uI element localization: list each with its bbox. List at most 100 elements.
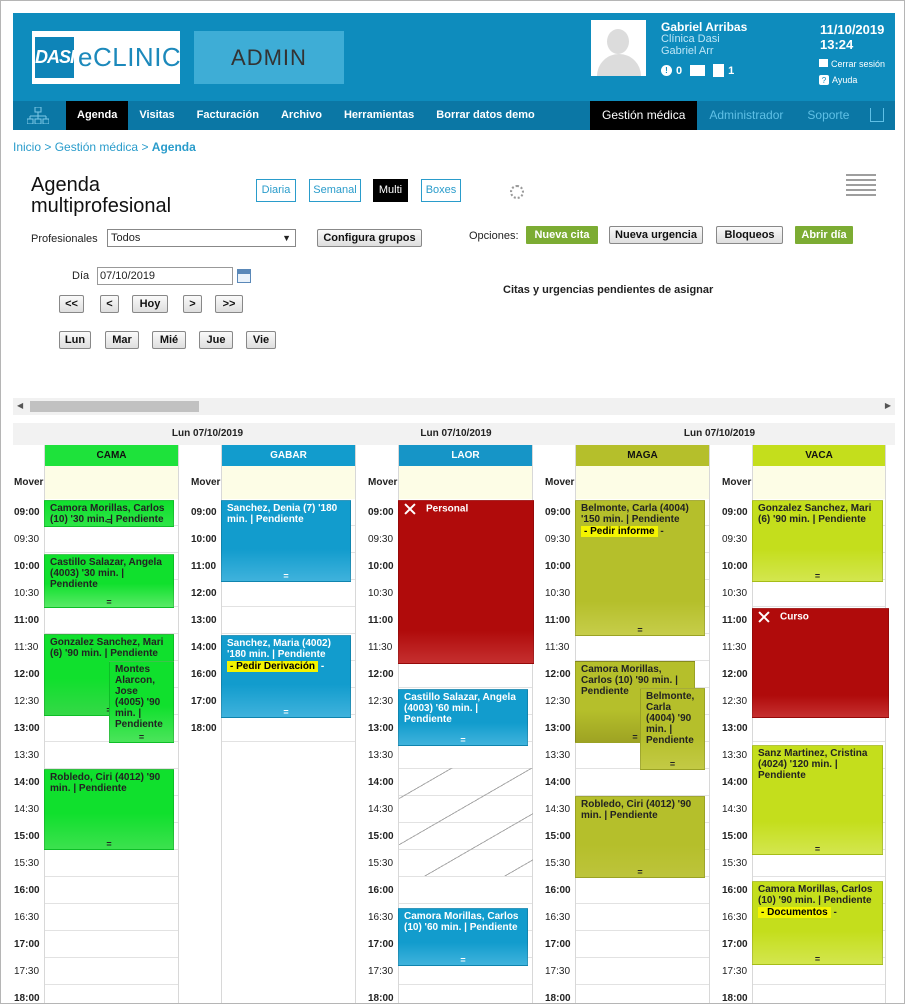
appointment-maga-1[interactable]: Belmonte, Carla (4004) '150 min. | Pendi…	[575, 500, 705, 636]
next-day-button[interactable]: >	[183, 295, 202, 313]
time-slot[interactable]	[45, 877, 178, 904]
help-link[interactable]: ? Ayuda	[819, 72, 885, 88]
blocked-curso[interactable]: Curso	[752, 608, 889, 718]
mover-drop-zone[interactable]	[45, 466, 178, 499]
scroll-left-arrow-icon[interactable]: ◀	[17, 401, 24, 410]
breadcrumb-gestion-medica[interactable]: Gestión médica	[54, 140, 139, 154]
time-slot[interactable]	[576, 985, 709, 1003]
close-icon[interactable]	[404, 503, 416, 515]
abrir-dia-button[interactable]: Abrir día	[795, 226, 853, 244]
appointment-gabar-2[interactable]: Sanchez, Maria (4002) '180 min. | Pendie…	[221, 635, 351, 718]
laor-slots[interactable]: LAOR	[398, 445, 533, 1003]
nav-agenda[interactable]: Agenda	[66, 101, 129, 130]
profesionales-select[interactable]: Todos ▼	[107, 229, 296, 247]
time-slot[interactable]	[45, 931, 178, 958]
nav-soporte[interactable]: Soporte	[807, 108, 850, 122]
professional-header-gabar[interactable]: GABAR	[222, 445, 355, 466]
nav-herramientas[interactable]: Herramientas	[343, 109, 415, 121]
bloqueos-button[interactable]: Bloqueos	[716, 226, 783, 244]
appointment-resize-handle[interactable]: =	[106, 597, 112, 607]
appointment-vaca-1[interactable]: Gonzalez Sanchez, Mari (6) '90 min. | Pe…	[752, 500, 883, 582]
time-slot[interactable]	[576, 769, 709, 796]
appointment-vaca-2[interactable]: Sanz Martinez, Cristina (4024) '120 min.…	[752, 745, 883, 855]
appointment-laor-2[interactable]: Camora Morillas, Carlos (10) '60 min. | …	[398, 908, 528, 966]
appointment-resize-handle[interactable]: =	[814, 954, 821, 964]
appointment-resize-handle[interactable]: =	[814, 571, 821, 581]
time-slot[interactable]	[222, 580, 355, 607]
time-slot[interactable]	[576, 634, 709, 661]
appointment-cama-4[interactable]: Montes Alarcon, Jose (4005) '90 min. | P…	[109, 661, 174, 743]
calendar-icon[interactable]	[237, 269, 251, 283]
close-icon[interactable]	[758, 611, 770, 623]
nav-gestion-medica[interactable]: Gestión médica	[590, 101, 698, 130]
time-slot[interactable]	[45, 607, 178, 634]
appointment-cama-2[interactable]: Castillo Salazar, Angela (4003) '30 min.…	[44, 554, 174, 608]
document-icon[interactable]	[713, 64, 725, 77]
appointment-resize-handle[interactable]: =	[460, 955, 466, 965]
weekday-jue-button[interactable]: Jue	[199, 331, 233, 349]
view-semanal-button[interactable]: Semanal	[309, 179, 361, 202]
appointment-resize-handle[interactable]: =	[632, 732, 638, 742]
mover-drop-zone[interactable]	[753, 466, 885, 499]
logout-link[interactable]: Cerrar sesión	[819, 56, 885, 72]
time-slot[interactable]	[45, 985, 178, 1003]
nueva-urgencia-button[interactable]: Nueva urgencia	[609, 226, 703, 244]
nav-visitas[interactable]: Visitas	[139, 109, 175, 121]
time-slot[interactable]	[576, 877, 709, 904]
time-slot[interactable]	[45, 904, 178, 931]
view-diaria-button[interactable]: Diaria	[256, 179, 296, 202]
horizontal-scrollbar[interactable]: ◀ ▶	[13, 398, 895, 415]
nav-administrador[interactable]: Administrador	[709, 108, 784, 122]
time-slot[interactable]	[753, 850, 885, 877]
professional-header-laor[interactable]: LAOR	[399, 445, 532, 466]
alert-icon[interactable]: !	[661, 65, 672, 76]
blocked-personal[interactable]: Personal	[398, 500, 534, 664]
breadcrumb-inicio[interactable]: Inicio	[13, 140, 42, 154]
mover-drop-zone[interactable]	[399, 466, 532, 499]
sitemap-icon[interactable]	[27, 107, 49, 124]
appointment-resize-handle[interactable]: =	[283, 707, 289, 717]
configura-grupos-button[interactable]: Configura grupos	[317, 229, 422, 247]
list-menu-icon[interactable]	[846, 174, 876, 200]
time-slot[interactable]	[399, 850, 532, 877]
time-slot[interactable]	[576, 904, 709, 931]
time-slot[interactable]	[45, 850, 178, 877]
scroll-right-arrow-icon[interactable]: ▶	[884, 401, 891, 410]
mover-drop-zone[interactable]	[222, 466, 355, 499]
appointment-laor-1[interactable]: Castillo Salazar, Angela (4003) '60 min.…	[398, 689, 528, 746]
dia-input[interactable]: 07/10/2019	[97, 267, 233, 285]
appointment-vaca-3[interactable]: Camora Morillas, Carlos (10) '90 min. | …	[752, 881, 883, 965]
weekday-mar-button[interactable]: Mar	[105, 331, 139, 349]
time-slot[interactable]	[45, 742, 178, 769]
view-boxes-button[interactable]: Boxes	[421, 179, 461, 202]
professional-header-maga[interactable]: MAGA	[576, 445, 709, 466]
today-button[interactable]: Hoy	[132, 295, 168, 313]
next-week-button[interactable]: >>	[215, 295, 243, 313]
time-slot[interactable]	[399, 742, 532, 769]
prev-day-button[interactable]: <	[100, 295, 119, 313]
time-slot[interactable]	[576, 958, 709, 985]
appointment-resize-handle[interactable]: =	[637, 867, 643, 877]
appointment-resize-handle[interactable]: =	[283, 571, 289, 581]
time-slot[interactable]	[399, 661, 532, 688]
home-icon[interactable]	[870, 108, 884, 122]
time-slot[interactable]	[753, 715, 885, 742]
time-slot[interactable]	[753, 958, 885, 985]
appointment-maga-4[interactable]: Robledo, Ciri (4012) '90 min. | Pendient…	[575, 796, 705, 878]
time-slot[interactable]	[753, 580, 885, 607]
nav-borrar-datos-demo[interactable]: Borrar datos demo	[436, 109, 535, 121]
appointment-resize-handle[interactable]: =	[637, 625, 643, 635]
dasi-eclinic-logo[interactable]: DASI eCLINIC	[32, 31, 181, 84]
appointment-gabar-1[interactable]: Sanchez, Denia (7) '180 min. | Pendiente…	[221, 500, 351, 582]
time-slot[interactable]	[45, 958, 178, 985]
time-slot[interactable]	[399, 985, 532, 1003]
prev-week-button[interactable]: <<	[59, 295, 84, 313]
appointment-resize-handle[interactable]: =	[460, 735, 466, 745]
time-slot[interactable]	[399, 958, 532, 985]
professional-header-vaca[interactable]: VACA	[753, 445, 885, 466]
nav-facturacion[interactable]: Facturación	[196, 109, 259, 121]
appointment-resize-handle[interactable]: =	[138, 732, 145, 742]
appointment-resize-handle[interactable]: =	[106, 516, 112, 526]
nav-archivo[interactable]: Archivo	[280, 109, 322, 121]
appointment-resize-handle[interactable]: =	[669, 759, 676, 769]
